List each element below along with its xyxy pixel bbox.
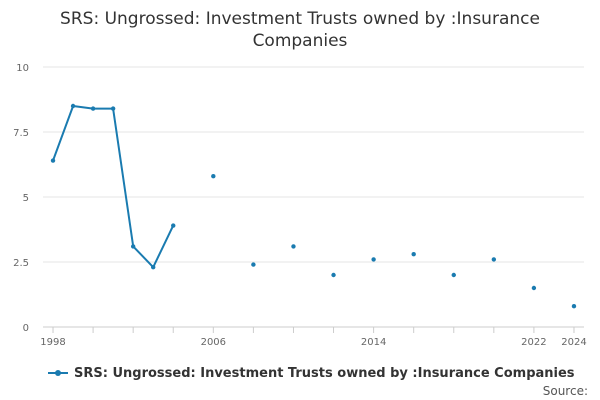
chart-title-line-2: Companies — [252, 31, 348, 51]
data-point[interactable] — [491, 257, 497, 262]
legend-swatch-icon — [48, 367, 68, 379]
y-tick-label: 7.5 — [13, 128, 29, 139]
legend-label: SRS: Ungrossed: Investment Trusts owned … — [74, 365, 575, 381]
data-point[interactable] — [291, 244, 296, 249]
y-axis: 0 2.5 5 7.5 10 — [13, 63, 29, 334]
data-point[interactable] — [531, 285, 537, 291]
x-tick-label: 1998 — [40, 337, 65, 348]
chart-title-line-1: SRS: Ungrossed: Investment Trusts owned … — [60, 9, 540, 29]
y-tick-label: 10 — [16, 63, 29, 74]
source-label: Source: — [542, 384, 588, 398]
data-point[interactable] — [151, 265, 156, 270]
data-point[interactable] — [211, 174, 216, 179]
series-line — [52, 105, 175, 269]
x-tick-label: 2022 — [521, 337, 546, 348]
data-point[interactable] — [411, 252, 416, 257]
data-point[interactable] — [90, 106, 96, 111]
y-tick-label: 5 — [23, 193, 29, 204]
data-point[interactable] — [251, 262, 256, 267]
y-tick-label: 0 — [23, 323, 29, 334]
data-point[interactable] — [451, 272, 456, 278]
data-point[interactable] — [571, 304, 577, 309]
data-point[interactable] — [371, 257, 376, 262]
data-point[interactable] — [50, 158, 56, 163]
grid-lines — [43, 66, 584, 263]
legend[interactable]: SRS: Ungrossed: Investment Trusts owned … — [48, 364, 575, 382]
series-layer — [50, 103, 577, 309]
data-point[interactable] — [130, 244, 136, 249]
y-tick-label: 2.5 — [13, 258, 29, 269]
data-point[interactable] — [70, 103, 76, 109]
chart-title: SRS: Ungrossed: Investment Trusts owned … — [0, 8, 600, 52]
x-tick-label: 2024 — [561, 337, 586, 348]
data-point[interactable] — [171, 223, 176, 228]
data-point[interactable] — [110, 106, 116, 111]
x-tick-label: 2014 — [361, 337, 386, 348]
x-tick-labels: 1998 2006 2014 2022 2024 — [40, 337, 586, 348]
x-tick-label: 2006 — [201, 337, 226, 348]
x-axis — [43, 326, 584, 333]
data-point[interactable] — [331, 272, 336, 278]
